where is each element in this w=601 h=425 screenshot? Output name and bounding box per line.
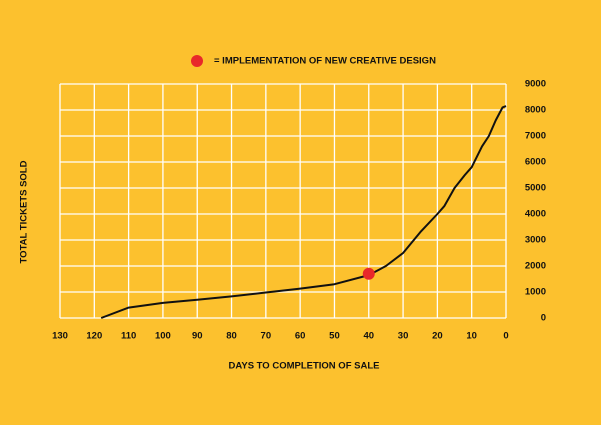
x-tick-label: 50 — [329, 331, 340, 342]
legend-label: = IMPLEMENTATION OF NEW CREATIVE DESIGN — [214, 56, 436, 67]
x-tick-label: 30 — [398, 331, 409, 342]
x-tick-label: 20 — [432, 331, 443, 342]
y-axis-label: TOTAL TICKETS SOLD — [19, 160, 30, 263]
x-tick-label: 130 — [52, 331, 68, 342]
x-axis-label: DAYS TO COMPLETION OF SALE — [229, 361, 380, 372]
y-tick-label: 5000 — [525, 183, 546, 194]
x-tick-label: 70 — [261, 331, 272, 342]
y-tick-label: 0 — [541, 313, 546, 324]
x-tick-label: 80 — [226, 331, 237, 342]
legend-marker — [191, 55, 203, 67]
x-tick-label: 60 — [295, 331, 306, 342]
y-tick-label: 7000 — [525, 131, 546, 142]
line — [100, 105, 507, 319]
x-tick-label: 40 — [363, 331, 374, 342]
y-tick-label: 9000 — [525, 79, 546, 90]
x-tick-label: 110 — [121, 331, 136, 342]
x-tick-label: 0 — [503, 331, 508, 342]
highlight-point — [362, 267, 375, 280]
x-tick-label: 90 — [192, 331, 203, 342]
y-tick-label: 8000 — [525, 105, 546, 116]
y-tick-label: 6000 — [525, 157, 546, 168]
x-tick-label: 120 — [86, 331, 102, 342]
y-tick-label: 2000 — [525, 261, 546, 272]
x-tick-label: 100 — [155, 331, 171, 342]
y-tick-label: 1000 — [525, 287, 546, 298]
y-tick-label: 3000 — [525, 235, 546, 246]
y-tick-label: 4000 — [525, 209, 546, 220]
x-tick-label: 10 — [466, 331, 477, 342]
